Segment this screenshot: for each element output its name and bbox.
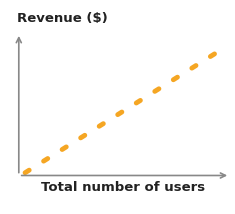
X-axis label: Total number of users: Total number of users: [41, 181, 205, 194]
Text: Revenue ($): Revenue ($): [17, 12, 107, 25]
